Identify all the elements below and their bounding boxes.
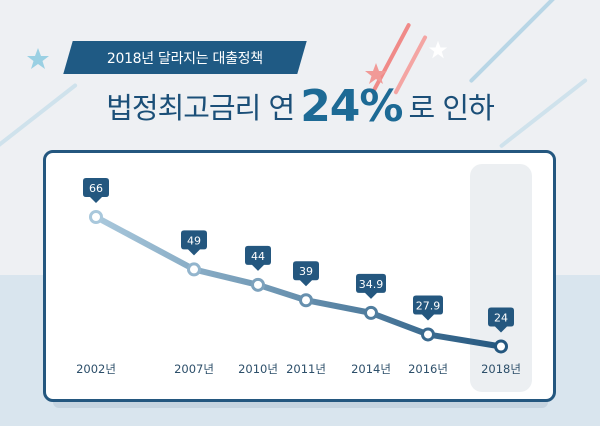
page-title: 법정최고금리 연 24% 로 인하 bbox=[0, 80, 600, 132]
value-label-bubble bbox=[245, 245, 271, 271]
data-point bbox=[299, 293, 313, 308]
highlight-column-2018 bbox=[470, 164, 532, 392]
data-point bbox=[494, 339, 508, 354]
series-line bbox=[93, 214, 504, 350]
x-tick-label: 2002년 bbox=[76, 362, 116, 376]
x-tick-label: 2018년 bbox=[481, 362, 521, 376]
x-tick-label: 2014년 bbox=[351, 362, 391, 376]
data-point bbox=[89, 210, 103, 224]
value-label-bubble bbox=[181, 230, 207, 256]
star-icon-white bbox=[428, 40, 448, 59]
title-prefix: 법정최고금리 연 bbox=[106, 91, 295, 125]
value-label-bubble bbox=[413, 295, 443, 321]
title-suffix: 로 인하 bbox=[408, 91, 495, 125]
data-point bbox=[364, 305, 378, 320]
x-tick-label: 2007년 bbox=[174, 362, 214, 376]
value-label: 66 bbox=[89, 182, 103, 195]
x-tick-label: 2010년 bbox=[238, 362, 278, 376]
value-label-bubble bbox=[293, 261, 319, 287]
star-icon-pink bbox=[365, 63, 387, 84]
value-label: 49 bbox=[187, 234, 201, 247]
x-tick-label: 2016년 bbox=[408, 362, 448, 376]
value-label-bubble bbox=[356, 273, 386, 299]
data-point bbox=[421, 327, 435, 342]
value-label-bubble bbox=[83, 178, 109, 203]
value-label: 27.9 bbox=[416, 299, 441, 312]
star-icon-left bbox=[27, 48, 49, 69]
title-rate: 24% bbox=[300, 80, 403, 132]
value-label-bubble bbox=[488, 307, 514, 333]
x-tick-label: 2011년 bbox=[286, 362, 326, 376]
data-point bbox=[187, 262, 201, 277]
value-label: 24 bbox=[494, 311, 508, 324]
card-shadow bbox=[53, 400, 548, 408]
value-label: 44 bbox=[251, 250, 265, 263]
data-point bbox=[251, 277, 265, 292]
value-label: 39 bbox=[299, 265, 313, 278]
value-label: 34.9 bbox=[359, 278, 384, 291]
